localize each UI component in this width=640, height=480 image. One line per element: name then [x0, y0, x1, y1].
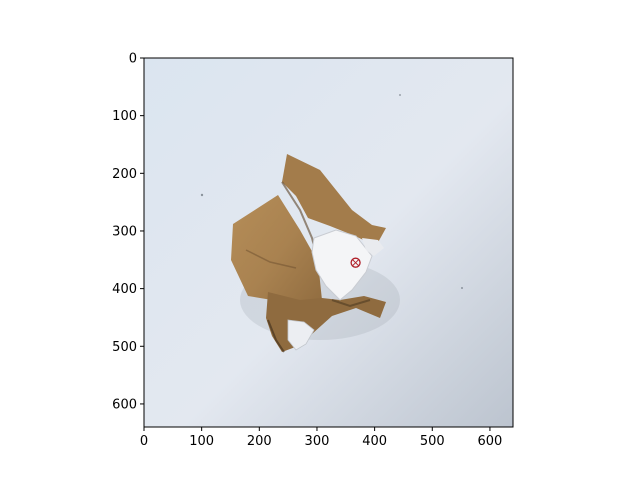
y-tick-label: 300: [112, 224, 137, 239]
y-tick-label: 500: [112, 340, 137, 355]
paper-printed-mark-cross-2: [352, 259, 359, 267]
y-tick-label: 0: [129, 52, 137, 67]
cardboard-crease-3: [331, 299, 371, 308]
y-tick-label: 100: [112, 109, 137, 124]
y-axis: 0 100 200 300 400 500 600: [112, 52, 144, 412]
x-tick-label: 0: [140, 434, 148, 449]
y-tick-label: 200: [112, 167, 137, 182]
x-tick-label: 300: [305, 434, 330, 449]
paper-printed-mark: [350, 257, 361, 268]
x-tick-label: 200: [247, 434, 272, 449]
white-inner-paper: [311, 229, 373, 301]
cardboard-upper-flap: [282, 154, 386, 246]
image-area: [144, 58, 513, 427]
dust-speck: [399, 94, 401, 96]
cardboard-crease-2: [245, 249, 297, 269]
white-paper-lower: [287, 319, 315, 351]
dust-speck: [461, 287, 463, 289]
y-tick-label: 400: [112, 282, 137, 297]
cardboard-left-panel: [231, 195, 322, 318]
x-axis: 0 100 200 300 400 500 600: [140, 427, 502, 449]
x-tick-label: 600: [478, 434, 503, 449]
dust-speck: [200, 193, 204, 197]
x-tick-label: 400: [362, 434, 387, 449]
axes-frame: [143, 57, 514, 428]
x-tick-label: 100: [189, 434, 214, 449]
y-tick-label: 600: [112, 397, 137, 412]
white-paper-edge-right: [362, 238, 384, 256]
x-tick-label: 500: [420, 434, 445, 449]
cardboard-edge-dark: [267, 319, 285, 353]
